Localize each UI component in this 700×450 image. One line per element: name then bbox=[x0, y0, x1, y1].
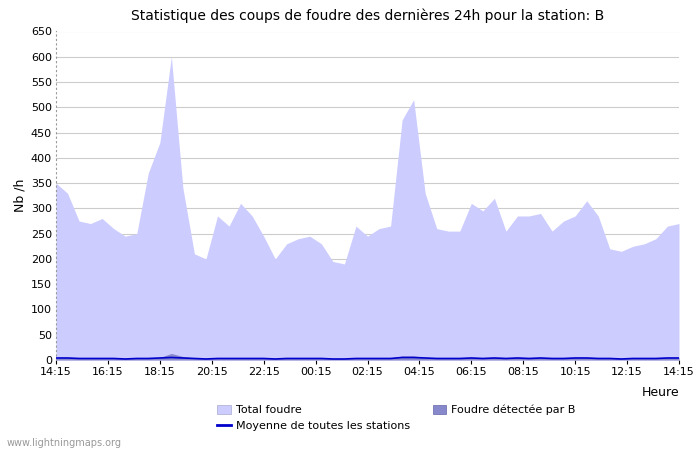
Title: Statistique des coups de foudre des dernières 24h pour la station: B: Statistique des coups de foudre des dern… bbox=[131, 9, 604, 23]
Y-axis label: Nb /h: Nb /h bbox=[13, 179, 27, 212]
Legend: Total foudre, Moyenne de toutes les stations, Foudre détectée par B: Total foudre, Moyenne de toutes les stat… bbox=[217, 405, 576, 432]
Text: Heure: Heure bbox=[641, 386, 679, 399]
Text: www.lightningmaps.org: www.lightningmaps.org bbox=[7, 438, 122, 448]
